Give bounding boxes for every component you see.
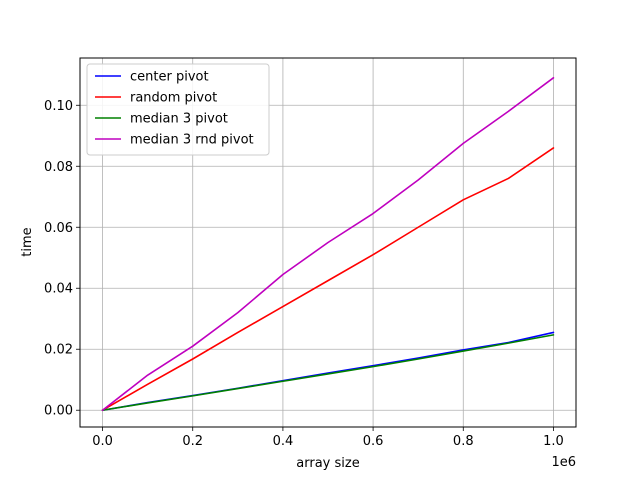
x-tick-label: 0.4 [273,434,294,449]
series-line-median-3-pivot [101,334,555,412]
legend-label: median 3 rnd pivot [130,133,254,148]
x-tick-label: 0.8 [453,434,474,449]
y-tick-label: 0.08 [44,160,73,175]
grid [80,58,576,427]
plot-frame [79,57,577,428]
legend-label: center pivot [130,70,209,85]
legend-label: median 3 pivot [130,112,228,127]
y-tick-label: 0.10 [44,99,73,114]
x-tick-label: 0.2 [182,434,203,449]
y-tick-label: 0.06 [44,221,73,236]
y-tick-label: 0.04 [44,282,73,297]
x-axis-offset-label: 1e6 [551,455,576,470]
series-line-median-3-rnd-pivot [101,77,555,412]
x-tick-label: 0.0 [92,434,113,449]
x-tick-label: 1.0 [543,434,564,449]
legend: center pivot random pivot median 3 pivot me… [86,63,270,156]
series-line-random-pivot [101,147,555,412]
y-tick-label: 0.00 [44,404,73,419]
x-tick-label: 0.6 [363,434,384,449]
series-layer [101,77,555,412]
y-tick-label: 0.02 [44,343,73,358]
legend-label: random pivot [130,91,217,106]
ticks: 0.0 0.2 0.4 0.6 0.8 1.0 0.00 0.02 0.04 0.06 0.08 0.… [44,99,564,449]
x-axis-label: array size [296,456,359,471]
y-axis-label: time [20,227,35,256]
legend-box [86,63,270,156]
